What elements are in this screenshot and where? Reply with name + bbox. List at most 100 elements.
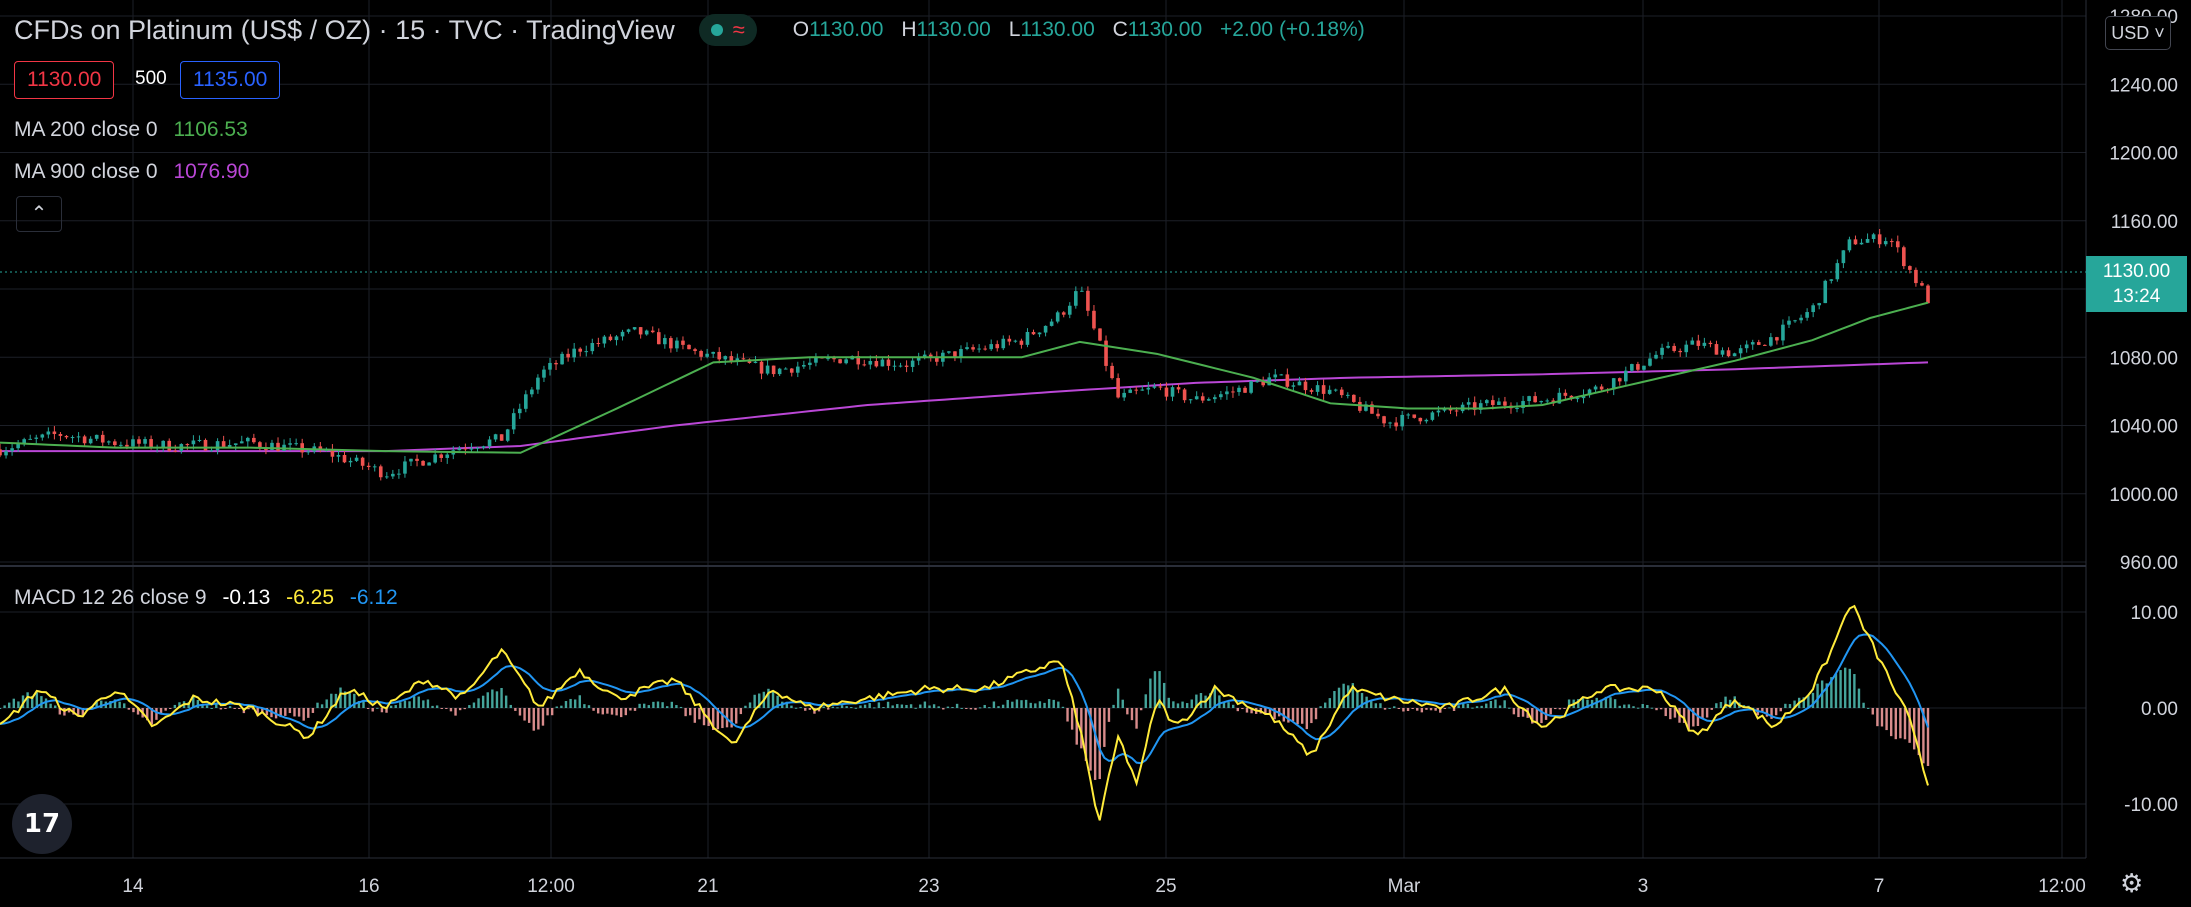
macd-histogram-bar	[1705, 708, 1709, 718]
macd-histogram-bar	[320, 704, 324, 708]
macd-histogram-bar	[988, 707, 991, 709]
macd-histogram-bar	[426, 699, 430, 708]
macd-histogram-bar	[362, 700, 365, 708]
macd-histogram-bar	[1126, 708, 1129, 715]
candle-body	[1092, 310, 1096, 329]
macd-histogram-bar	[1807, 695, 1810, 708]
candle-body	[1744, 344, 1749, 349]
sell-price-button[interactable]: 1130.00	[14, 61, 115, 99]
buy-price-button[interactable]: 1135.00	[180, 61, 281, 99]
candle-body	[149, 439, 153, 448]
candle-body	[826, 358, 830, 360]
macd-histogram-bar	[1857, 688, 1861, 708]
macd-histogram-bar	[840, 705, 844, 708]
candle-body	[1491, 400, 1495, 405]
macd-histogram-bar	[389, 705, 393, 708]
candle-body	[1799, 317, 1803, 321]
macd-histogram-bar	[1342, 683, 1345, 708]
macd-histogram-bar	[836, 707, 839, 709]
macd-histogram-bar	[1351, 683, 1355, 708]
macd-histogram-bar	[26, 692, 29, 708]
collapse-legend-button[interactable]: ⌃	[16, 196, 62, 232]
gear-icon[interactable]: ⚙	[2120, 868, 2144, 898]
candle-body	[1013, 340, 1018, 342]
price-axis[interactable]: 1280.001240.001200.001160.001120.001080.…	[2109, 7, 2178, 816]
macd-histogram-bar	[113, 699, 117, 708]
macd-histogram-bar	[1429, 708, 1433, 711]
macd-histogram-bar	[707, 708, 710, 726]
candle-body	[197, 439, 202, 441]
macd-histogram-bar	[1866, 707, 1870, 709]
macd-histogram-bar	[1876, 708, 1879, 727]
ohlc-legend: O1130.00 H1130.00 L1130.00 C1130.00 +2.0…	[793, 18, 1377, 42]
macd-histogram-bar	[1439, 708, 1442, 713]
macd-histogram-bar	[937, 706, 940, 708]
candle-body	[1188, 399, 1193, 401]
candle-body	[765, 365, 770, 374]
macd-histogram-bar	[1314, 708, 1318, 720]
candle-body	[608, 336, 613, 341]
macd-histogram-bar	[1057, 701, 1060, 708]
macd-legend[interactable]: MACD 12 26 close 9 -0.13 -6.25 -6.12	[14, 586, 398, 610]
ma900-series	[0, 361, 1929, 453]
symbol-title[interactable]: CFDs on Platinum (US$ / OZ) · 15 · TVC ·…	[14, 14, 675, 45]
candle-body	[1273, 374, 1278, 378]
macd-histogram-bar	[1770, 708, 1773, 719]
macd-histogram-bar	[1452, 708, 1456, 711]
candle-body	[880, 359, 885, 367]
macd-histogram-bar	[1609, 697, 1612, 708]
candle-body	[1194, 396, 1199, 400]
candle-body	[1775, 337, 1779, 341]
macd-histogram-bar	[1917, 708, 1920, 756]
candle-body	[427, 462, 431, 466]
macd-histogram-bar	[1462, 703, 1465, 708]
candle-body	[70, 437, 75, 439]
macd-histogram-bar	[458, 708, 462, 711]
macd-histogram-bar	[357, 700, 361, 708]
candle-body	[1400, 414, 1404, 427]
time-tick-label: 12:00	[527, 876, 575, 897]
candle-body	[1382, 416, 1386, 424]
macd-histogram-bar	[1116, 688, 1120, 708]
macd-histogram-bar	[201, 705, 204, 708]
candle-body	[1726, 350, 1731, 357]
candle-body	[1001, 338, 1006, 349]
market-status-pill[interactable]: ≈	[698, 14, 757, 46]
candle-body	[1303, 381, 1308, 391]
macd-histogram-bar	[569, 698, 572, 708]
candle-body	[874, 361, 879, 367]
macd-histogram-bar	[1185, 703, 1189, 708]
candle-body	[52, 431, 57, 435]
candle-body	[1648, 358, 1652, 366]
macd-histogram-bar	[1692, 708, 1695, 727]
macd-histogram-bar	[67, 708, 71, 713]
candle-body	[0, 449, 2, 456]
macd-histogram-bar	[739, 708, 743, 715]
candle-body	[1116, 378, 1120, 398]
macd-histogram-bar	[753, 694, 756, 708]
time-axis[interactable]: 14 16 12:00 21 23 25 Mar 3 7 12:00	[122, 876, 2085, 897]
candle-body	[221, 441, 226, 447]
ma200-legend[interactable]: MA 200 close 0 1106.53	[14, 118, 248, 142]
candlesticks	[0, 228, 1930, 481]
macd-histogram-bar	[132, 708, 135, 713]
candle-body	[457, 448, 462, 451]
candle-body	[10, 448, 14, 452]
candle-body	[1611, 378, 1616, 390]
ma900-legend[interactable]: MA 900 close 0 1076.90	[14, 160, 249, 184]
candle-body	[1847, 239, 1852, 251]
candle-body	[1763, 344, 1767, 346]
macd-histogram-bar	[1291, 708, 1295, 722]
macd-histogram-bar	[1360, 693, 1364, 708]
candle-body	[1231, 391, 1235, 393]
candle-body	[959, 349, 963, 358]
macd-histogram-bar	[1047, 699, 1051, 708]
macd-histogram-bar	[555, 706, 558, 708]
macd-histogram-bar	[583, 704, 586, 708]
tradingview-logo-icon[interactable]: 17	[12, 794, 72, 854]
macd-histogram-bar	[693, 708, 697, 723]
macd-histogram-bar	[1701, 708, 1704, 719]
currency-select[interactable]: USD ˅	[2105, 16, 2171, 50]
macd-histogram-bar	[1834, 673, 1838, 708]
